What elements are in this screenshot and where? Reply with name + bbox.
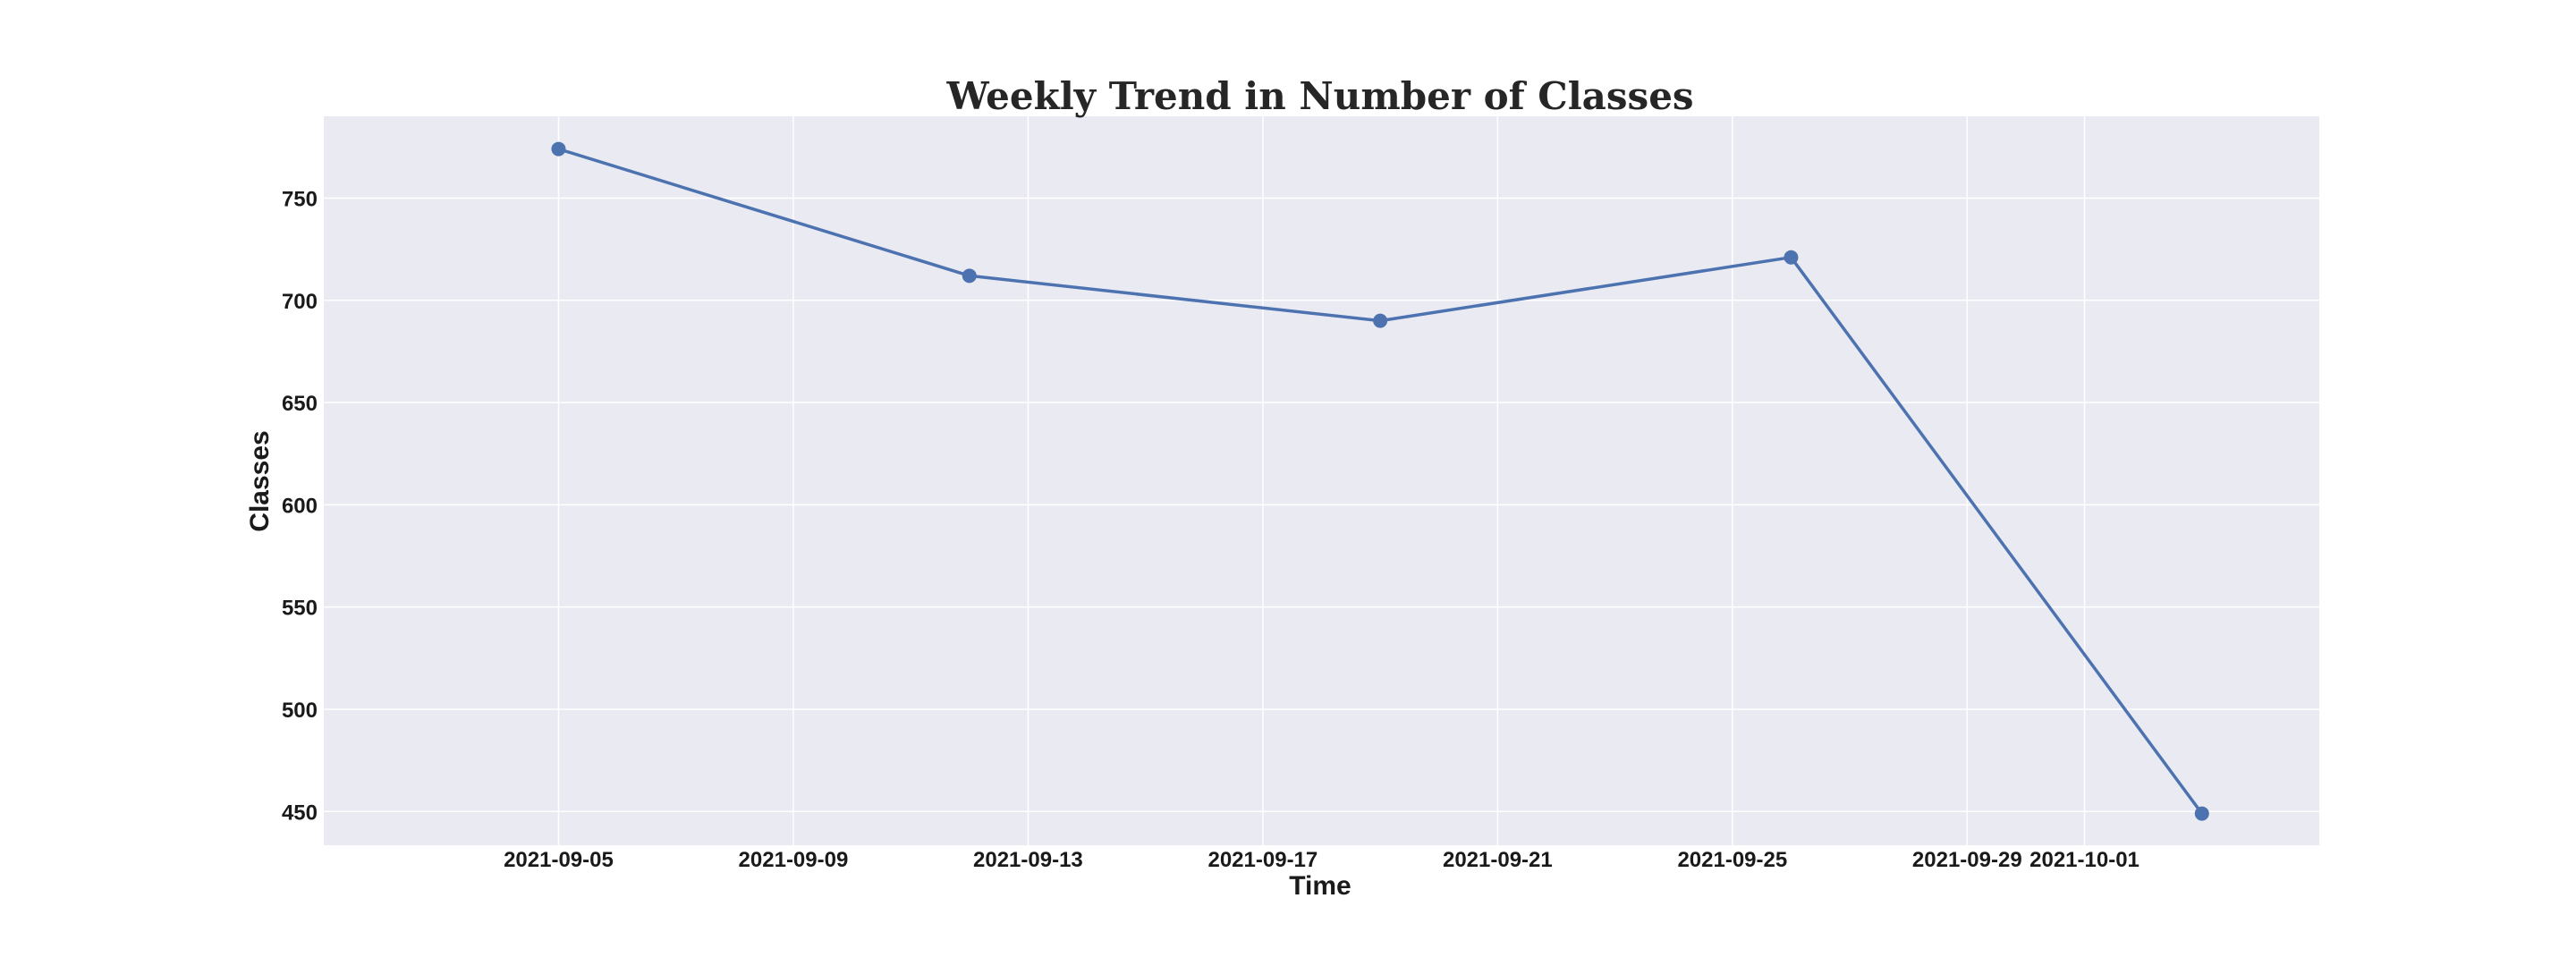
y-tick-label: 650 xyxy=(282,392,318,416)
x-tick-label: 2021-09-13 xyxy=(973,848,1083,872)
x-tick-label: 2021-09-25 xyxy=(1677,848,1787,872)
y-tick-label: 600 xyxy=(282,494,318,518)
x-tick-label: 2021-09-21 xyxy=(1443,848,1553,872)
x-tick-label: 2021-09-29 xyxy=(1912,848,2022,872)
series-layer xyxy=(551,141,2209,821)
data-point xyxy=(1373,313,1388,328)
y-tick-label: 700 xyxy=(282,290,318,314)
data-point xyxy=(2194,806,2209,821)
plot-area xyxy=(324,116,2319,845)
chart-title: Weekly Trend in Number of Classes xyxy=(945,74,1693,118)
x-tick-label: 2021-09-09 xyxy=(739,848,849,872)
data-point xyxy=(1784,250,1799,265)
y-tick-label: 550 xyxy=(282,597,318,621)
grid-lines xyxy=(324,116,2319,845)
x-axis-label: Time xyxy=(1289,871,1351,901)
tick-labels: 2021-09-05 2021-09-09 2021-09-13 2021-09-17… xyxy=(282,187,2140,872)
data-point xyxy=(551,141,566,157)
data-point xyxy=(962,268,977,284)
x-tick-label: 2021-10-01 xyxy=(2029,848,2140,872)
y-tick-label: 750 xyxy=(282,187,318,211)
y-tick-label: 500 xyxy=(282,699,318,723)
y-tick-label: 450 xyxy=(282,801,318,825)
x-tick-label: 2021-09-17 xyxy=(1208,848,1318,872)
y-axis-label: Classes xyxy=(245,430,275,531)
x-tick-label: 2021-09-05 xyxy=(504,848,614,872)
